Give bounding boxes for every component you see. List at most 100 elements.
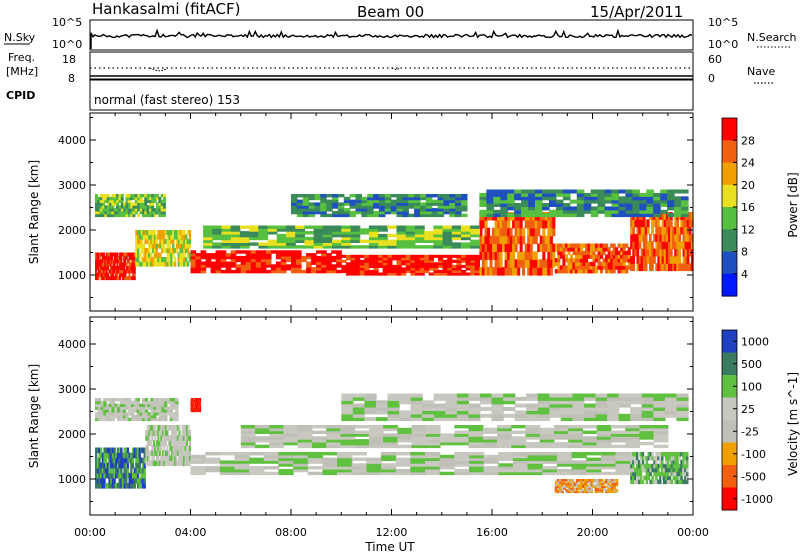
data-cell (622, 258, 626, 263)
data-cell (424, 262, 430, 266)
data-cell (662, 475, 666, 481)
data-cell (100, 269, 103, 274)
data-cell (625, 425, 640, 429)
data-cell (265, 255, 272, 260)
data-cell (230, 261, 237, 265)
data-cell (212, 236, 223, 241)
data-cell (640, 263, 644, 272)
data-cell (103, 398, 107, 402)
data-cell (225, 264, 232, 268)
data-cell (639, 463, 643, 469)
data-cell (311, 430, 327, 434)
data-cell (293, 457, 309, 461)
data-cell (189, 460, 192, 467)
data-cell (183, 230, 186, 236)
data-cell (96, 467, 99, 474)
data-cell (600, 247, 604, 252)
data-cell (512, 454, 529, 459)
data-cell (368, 231, 379, 235)
data-cell (468, 425, 484, 429)
data-cell (684, 248, 688, 257)
data-cell (414, 228, 425, 232)
data-cell (100, 400, 104, 405)
data-cell (215, 253, 222, 257)
data-cell (592, 480, 596, 483)
data-cell (613, 479, 617, 482)
data-cell (120, 194, 124, 198)
data-cell (549, 259, 553, 268)
data-cell (95, 398, 99, 402)
data-cell (111, 400, 115, 405)
data-cell (113, 266, 116, 270)
data-cell (119, 412, 124, 416)
data-cell (178, 455, 181, 462)
data-cell (361, 199, 368, 203)
data-cell (354, 430, 370, 434)
ytick-label: 1000 (58, 473, 86, 486)
data-cell (592, 484, 596, 487)
data-cell (489, 267, 493, 276)
data-cell (133, 266, 136, 270)
data-cell (539, 235, 543, 245)
data-cell (396, 228, 407, 232)
data-cell (104, 213, 108, 218)
data-cell (574, 247, 578, 252)
data-cell (615, 471, 631, 476)
data-cell (119, 414, 124, 419)
data-cell (609, 490, 612, 494)
data-cell (537, 413, 550, 418)
data-cell (655, 459, 658, 465)
freq-left-tick-bottom: 8 (68, 72, 75, 85)
data-cell (672, 471, 676, 477)
data-cell (598, 489, 602, 492)
data-cell (98, 472, 101, 479)
data-cell (569, 247, 573, 252)
data-cell (126, 462, 130, 469)
data-cell (643, 475, 647, 481)
data-cell (577, 254, 581, 259)
data-cell (653, 219, 656, 228)
data-cell (205, 457, 221, 461)
data-cell (639, 203, 647, 207)
data-cell (653, 209, 661, 214)
data-cell (128, 472, 131, 479)
data-cell (655, 226, 658, 235)
data-cell (265, 261, 272, 265)
data-band (341, 393, 689, 422)
data-cell (295, 239, 305, 243)
data-cell (684, 475, 687, 481)
data-cell (482, 436, 498, 440)
data-cell (649, 455, 652, 461)
data-cell (378, 254, 384, 258)
data-cell (178, 430, 181, 436)
data-cell (117, 406, 121, 410)
data-cell (164, 406, 168, 410)
data-cell (133, 406, 138, 410)
data-cell (175, 243, 179, 249)
data-cell (605, 489, 608, 492)
data-cell (451, 228, 462, 232)
data-cell (678, 467, 681, 473)
data-cell (469, 468, 485, 473)
data-cell (609, 484, 612, 487)
data-cell (306, 253, 312, 257)
data-cell (500, 199, 508, 204)
data-cell (170, 248, 173, 254)
data-cell (579, 243, 583, 248)
data-cell (170, 257, 173, 263)
data-cell (378, 208, 386, 212)
data-cell (615, 482, 619, 485)
data-cell (320, 210, 327, 215)
data-cell (179, 445, 182, 451)
data-cell (612, 250, 616, 256)
data-cell (153, 417, 157, 422)
data-cell (569, 258, 573, 263)
data-cell (146, 205, 150, 209)
data-cell (255, 436, 270, 440)
data-cell (567, 482, 571, 485)
data-cell (260, 250, 267, 254)
data-cell (278, 463, 294, 467)
data-cell (549, 413, 562, 418)
data-cell (433, 407, 446, 411)
data-cell (514, 413, 527, 418)
